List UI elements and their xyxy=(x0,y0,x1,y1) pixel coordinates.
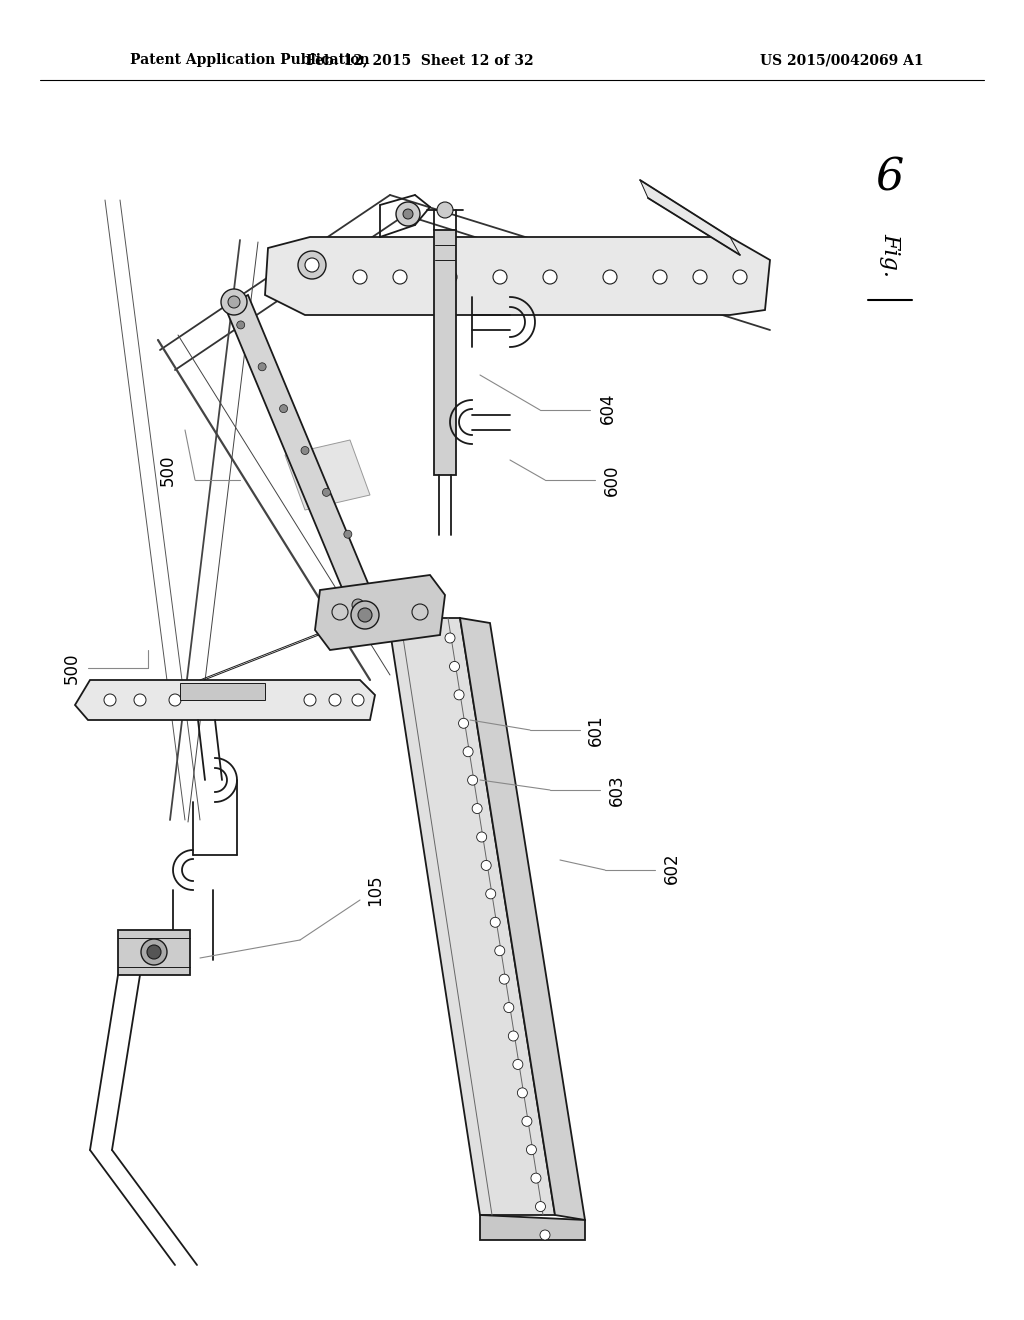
Circle shape xyxy=(353,271,367,284)
Circle shape xyxy=(258,363,266,371)
Circle shape xyxy=(437,202,453,218)
Circle shape xyxy=(531,1173,541,1183)
Circle shape xyxy=(344,531,352,539)
Circle shape xyxy=(298,251,326,279)
Circle shape xyxy=(733,271,746,284)
Circle shape xyxy=(522,1117,531,1126)
Circle shape xyxy=(459,718,469,729)
Text: 604: 604 xyxy=(599,392,617,424)
Polygon shape xyxy=(285,440,370,510)
Circle shape xyxy=(508,1031,518,1041)
Circle shape xyxy=(517,1088,527,1098)
Circle shape xyxy=(169,694,181,706)
Text: 6: 6 xyxy=(876,156,904,199)
Text: 105: 105 xyxy=(366,874,384,906)
Text: Fig.: Fig. xyxy=(879,234,901,277)
Circle shape xyxy=(536,1201,546,1212)
Circle shape xyxy=(358,609,372,622)
Polygon shape xyxy=(640,180,740,255)
Circle shape xyxy=(454,690,464,700)
Circle shape xyxy=(412,605,428,620)
Circle shape xyxy=(463,747,473,756)
Circle shape xyxy=(543,271,557,284)
Circle shape xyxy=(104,694,116,706)
Circle shape xyxy=(221,289,247,315)
Circle shape xyxy=(526,1144,537,1155)
Polygon shape xyxy=(265,238,770,315)
Circle shape xyxy=(305,257,319,272)
Circle shape xyxy=(693,271,707,284)
Circle shape xyxy=(393,271,407,284)
Text: US 2015/0042069 A1: US 2015/0042069 A1 xyxy=(760,53,924,67)
Circle shape xyxy=(445,634,455,643)
Circle shape xyxy=(352,599,364,611)
Text: 500: 500 xyxy=(159,454,177,486)
Circle shape xyxy=(301,446,309,454)
Circle shape xyxy=(476,832,486,842)
Circle shape xyxy=(472,804,482,813)
Circle shape xyxy=(450,661,460,672)
Circle shape xyxy=(540,1230,550,1239)
Polygon shape xyxy=(118,931,190,975)
Text: 600: 600 xyxy=(603,465,621,496)
Text: 601: 601 xyxy=(587,714,605,746)
Circle shape xyxy=(485,888,496,899)
Text: 500: 500 xyxy=(63,652,81,684)
Circle shape xyxy=(141,939,167,965)
Circle shape xyxy=(329,694,341,706)
Text: 603: 603 xyxy=(608,775,626,805)
Circle shape xyxy=(653,271,667,284)
Circle shape xyxy=(237,321,245,329)
Circle shape xyxy=(500,974,509,985)
Text: Patent Application Publication: Patent Application Publication xyxy=(130,53,370,67)
Circle shape xyxy=(332,605,348,620)
Polygon shape xyxy=(225,294,375,612)
Polygon shape xyxy=(480,1214,585,1239)
Circle shape xyxy=(504,1003,514,1012)
Circle shape xyxy=(352,694,364,706)
Circle shape xyxy=(280,405,288,413)
Circle shape xyxy=(345,591,371,618)
Polygon shape xyxy=(434,230,456,475)
Circle shape xyxy=(481,861,492,870)
Circle shape xyxy=(351,601,379,630)
Polygon shape xyxy=(75,680,375,719)
Circle shape xyxy=(443,271,457,284)
Circle shape xyxy=(396,202,420,226)
Text: Feb. 12, 2015  Sheet 12 of 32: Feb. 12, 2015 Sheet 12 of 32 xyxy=(306,53,534,67)
Circle shape xyxy=(304,694,316,706)
Polygon shape xyxy=(388,618,555,1214)
Text: 602: 602 xyxy=(663,853,681,884)
Circle shape xyxy=(323,488,331,496)
Circle shape xyxy=(468,775,477,785)
Polygon shape xyxy=(315,576,445,649)
Circle shape xyxy=(134,694,146,706)
Circle shape xyxy=(513,1060,523,1069)
Circle shape xyxy=(228,296,240,308)
Circle shape xyxy=(147,945,161,960)
Circle shape xyxy=(403,209,413,219)
Circle shape xyxy=(490,917,501,927)
Circle shape xyxy=(603,271,617,284)
Circle shape xyxy=(495,945,505,956)
Polygon shape xyxy=(460,618,585,1220)
Polygon shape xyxy=(180,682,265,700)
Circle shape xyxy=(493,271,507,284)
